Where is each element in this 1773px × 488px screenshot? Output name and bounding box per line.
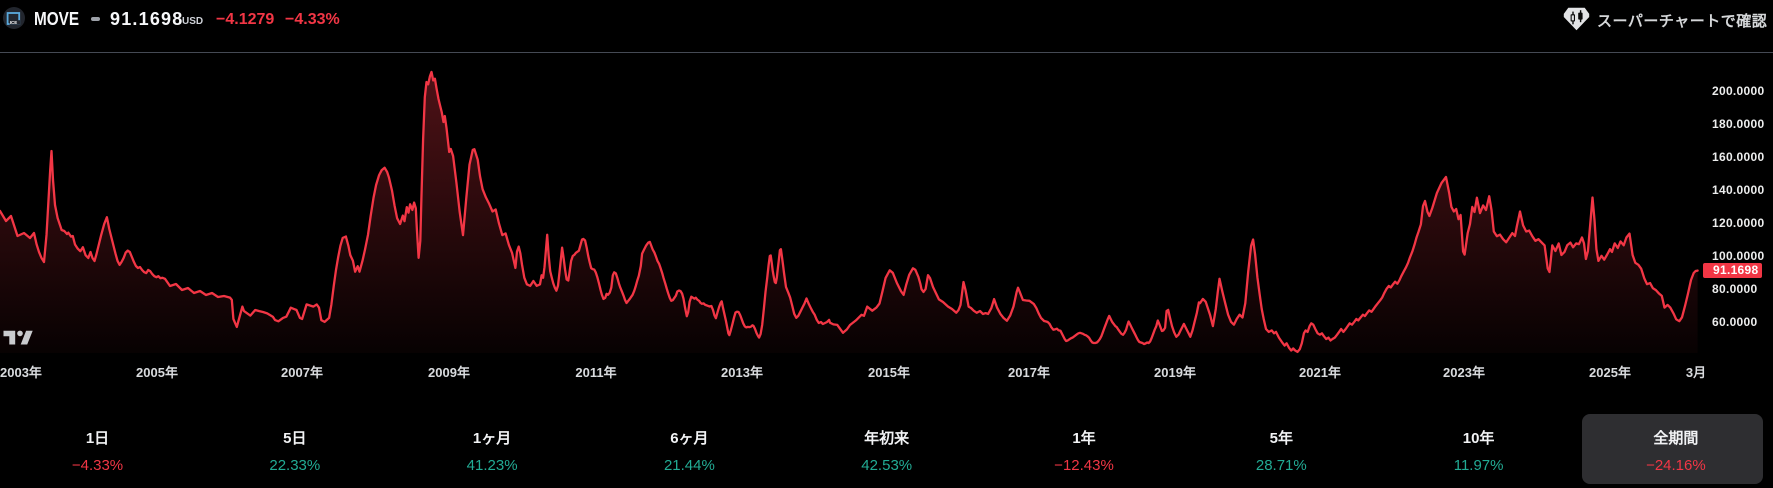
svg-text:ICE: ICE bbox=[10, 20, 17, 25]
